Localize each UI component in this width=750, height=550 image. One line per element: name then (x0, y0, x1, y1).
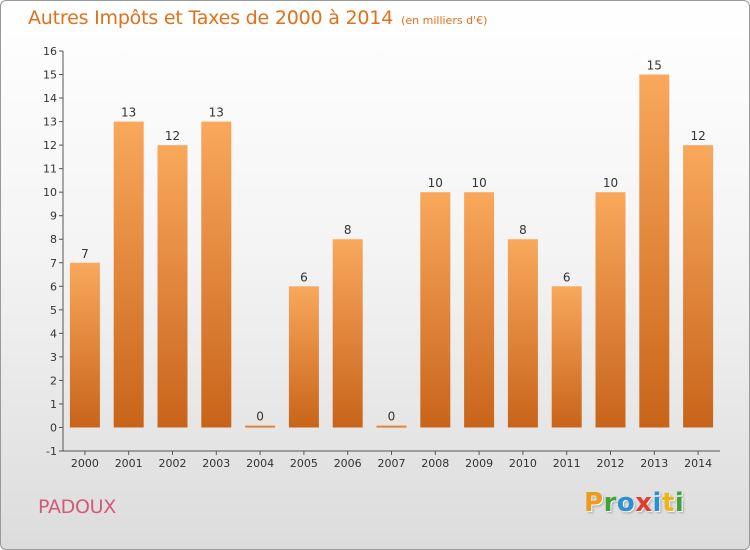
data-label: 15 (647, 59, 662, 73)
x-tick-label: 2011 (553, 457, 581, 470)
y-tick-label: 7 (50, 257, 57, 270)
x-tick-label: 2008 (421, 457, 449, 470)
data-label: 8 (519, 223, 527, 237)
bar (201, 121, 232, 428)
x-tick-label: 2005 (290, 457, 318, 470)
y-tick-label: 6 (50, 280, 57, 293)
bar (420, 192, 451, 428)
x-tick-label: 2014 (684, 457, 712, 470)
bar (683, 145, 714, 428)
x-tick-label: 2003 (202, 457, 230, 470)
y-tick-label: 9 (50, 210, 57, 223)
y-tick-label: 15 (43, 69, 57, 82)
bar (551, 286, 582, 428)
y-tick-label: 11 (43, 163, 57, 176)
proxiti-logo[interactable]: Proxiti (584, 488, 684, 518)
x-tick-label: 2007 (378, 457, 406, 470)
y-tick-label: 8 (50, 233, 57, 246)
y-tick-label: 2 (50, 374, 57, 387)
logo-letter: i (674, 488, 685, 518)
bar (245, 425, 276, 428)
data-label: 13 (121, 106, 136, 120)
logo-letter: P (584, 488, 604, 518)
y-tick-label: 1 (50, 398, 57, 411)
data-label: 0 (256, 409, 264, 423)
data-label: 12 (165, 129, 180, 143)
y-tick-label: 14 (43, 92, 57, 105)
bar (113, 121, 144, 428)
y-tick-label: -1 (46, 445, 57, 458)
x-tick-label: 2010 (509, 457, 537, 470)
logo-letter: x (635, 488, 653, 518)
bar (595, 192, 626, 428)
bar (464, 192, 495, 428)
bar (288, 286, 319, 428)
chart-title: Autres Impôts et Taxes de 2000 à 2014 (28, 7, 394, 29)
data-label: 8 (344, 223, 352, 237)
logo-letter: t (661, 488, 675, 518)
data-label: 0 (388, 409, 396, 423)
x-tick-label: 2004 (246, 457, 274, 470)
commune-name: PADOUX (38, 496, 116, 518)
data-label: 10 (428, 176, 443, 190)
y-tick-label: 12 (43, 139, 57, 152)
logo-letter: i (652, 488, 662, 518)
x-tick-label: 2012 (597, 457, 625, 470)
logo-letter: r (603, 488, 617, 518)
x-tick-label: 2002 (159, 457, 187, 470)
y-tick-label: 3 (50, 351, 57, 364)
chart-subtitle: (en milliers d'€) (401, 14, 488, 27)
data-label: 10 (471, 176, 486, 190)
y-tick-label: 13 (43, 116, 57, 129)
x-tick-label: 2001 (115, 457, 143, 470)
data-label: 10 (603, 176, 618, 190)
bars (69, 74, 714, 428)
x-tick-label: 2013 (640, 457, 668, 470)
y-tick-label: 5 (50, 304, 57, 317)
data-label: 6 (300, 270, 308, 284)
data-label: 13 (209, 106, 224, 120)
x-tick-label: 2009 (465, 457, 493, 470)
bar (69, 262, 100, 428)
x-tick-label: 2000 (71, 457, 99, 470)
bar (376, 425, 407, 428)
bar (507, 239, 538, 428)
data-label: 7 (81, 247, 89, 261)
data-labels: 7 13 12 13 0 6 8 0 10 10 8 6 10 15 12 (81, 59, 706, 424)
y-tick-label: 16 (43, 45, 57, 58)
x-tick-label: 2006 (334, 457, 362, 470)
data-label: 12 (690, 129, 705, 143)
y-tick-label: 4 (50, 327, 57, 340)
chart-header: Autres Impôts et Taxes de 2000 à 2014 (en… (28, 7, 487, 29)
bar (332, 239, 363, 428)
logo-letter: o (616, 488, 636, 518)
data-label: 6 (563, 270, 571, 284)
y-tick-label: 10 (43, 186, 57, 199)
bar (639, 74, 670, 428)
bar (157, 145, 188, 428)
y-tick-label: 0 (50, 421, 57, 434)
